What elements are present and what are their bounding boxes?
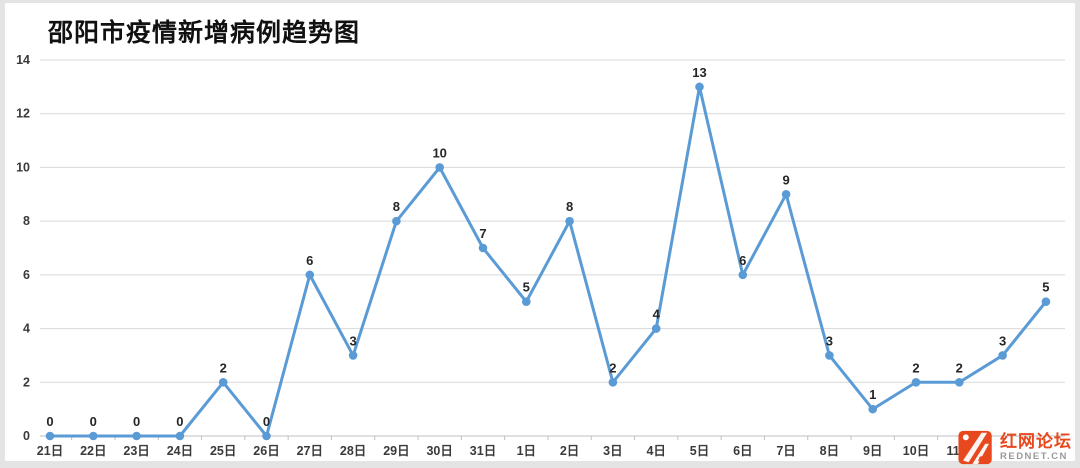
data-label: 10: [432, 145, 446, 160]
data-point: [435, 163, 445, 172]
data-point: [522, 297, 531, 307]
data-point: [695, 82, 704, 92]
data-point: [651, 324, 661, 333]
data-label: 0: [176, 414, 183, 429]
x-tick-label: 21日: [37, 444, 63, 458]
watermark-name: 红网论坛: [1000, 432, 1072, 452]
data-point: [392, 216, 401, 226]
data-point: [738, 270, 748, 280]
data-label: 0: [263, 414, 270, 429]
data-point: [565, 216, 574, 226]
data-point: [348, 351, 358, 360]
y-tick-label: 4: [23, 322, 30, 336]
data-point: [45, 431, 55, 441]
x-tick-label: 23日: [123, 444, 149, 458]
data-label: 9: [782, 172, 789, 187]
data-point: [175, 431, 185, 441]
frame-edge-top: [0, 0, 1080, 3]
data-label: 6: [739, 253, 746, 268]
data-label: 0: [46, 414, 53, 429]
data-label: 8: [393, 199, 400, 214]
y-tick-label: 8: [23, 214, 30, 228]
rednet-watermark: 红网论坛 REDNET.CN: [957, 429, 1072, 466]
frame-edge-left: [0, 0, 5, 468]
data-point: [868, 404, 877, 414]
x-tick-label: 26日: [253, 444, 279, 458]
x-tick-label: 22日: [80, 444, 106, 458]
watermark-domain: REDNET.CN: [1000, 451, 1068, 463]
y-tick-label: 10: [16, 160, 30, 174]
data-point: [781, 189, 791, 199]
frame-edge-bottom: [0, 461, 1080, 468]
data-point: [478, 243, 488, 253]
data-label: 3: [349, 333, 356, 348]
x-tick-label: 30日: [426, 444, 452, 458]
data-label: 3: [999, 333, 1006, 348]
data-label: 8: [566, 199, 573, 214]
data-label: 2: [956, 360, 963, 375]
y-tick-label: 14: [16, 53, 30, 67]
chart-title: 邵阳市疫情新增病例趋势图: [48, 20, 361, 47]
data-label: 6: [306, 253, 313, 268]
x-tick-label: 10日: [903, 444, 929, 458]
data-point: [262, 431, 271, 441]
data-point: [911, 377, 921, 387]
x-tick-label: 8日: [820, 444, 839, 458]
data-label: 3: [826, 333, 833, 348]
x-tick-label: 4日: [646, 444, 665, 458]
data-point: [608, 377, 618, 387]
data-label: 2: [220, 360, 227, 375]
x-tick-label: 31日: [470, 444, 496, 458]
rednet-logo-icon: [958, 430, 992, 465]
data-point: [305, 270, 315, 280]
frame-edge-right: [1075, 0, 1080, 468]
data-point: [1041, 297, 1051, 307]
x-tick-label: 3日: [603, 444, 622, 458]
y-tick-label: 6: [23, 268, 30, 282]
data-point: [218, 377, 228, 387]
data-label: 2: [609, 360, 616, 375]
data-label: 5: [1042, 280, 1049, 295]
y-tick-label: 0: [23, 429, 30, 443]
data-point: [132, 431, 141, 441]
x-tick-label: 28日: [340, 444, 366, 458]
data-label: 7: [479, 226, 486, 241]
data-label: 0: [90, 414, 97, 429]
data-point: [89, 431, 98, 441]
data-label: 1: [869, 387, 876, 402]
data-point: [998, 351, 1007, 360]
x-tick-label: 5日: [690, 444, 709, 458]
x-tick-label: 29日: [383, 444, 409, 458]
x-tick-label: 2日: [560, 444, 579, 458]
data-label: 5: [523, 280, 530, 295]
y-tick-label: 2: [23, 375, 30, 389]
data-label: 4: [653, 307, 661, 322]
y-tick-label: 12: [16, 107, 30, 121]
x-tick-label: 7日: [776, 444, 795, 458]
x-tick-label: 27日: [297, 444, 323, 458]
x-tick-label: 9日: [863, 444, 882, 458]
watermark-text: 红网论坛 REDNET.CN: [1000, 433, 1072, 462]
x-tick-label: 25日: [210, 444, 236, 458]
x-tick-label: 1日: [517, 444, 536, 458]
x-tick-label: 24日: [167, 444, 193, 458]
data-label: 0: [133, 414, 140, 429]
data-point: [955, 377, 964, 387]
data-point: [825, 351, 834, 360]
data-label: 2: [912, 360, 919, 375]
x-tick-label: 6日: [733, 444, 752, 458]
data-label: 13: [692, 65, 706, 80]
data-line: [48, 85, 1048, 438]
